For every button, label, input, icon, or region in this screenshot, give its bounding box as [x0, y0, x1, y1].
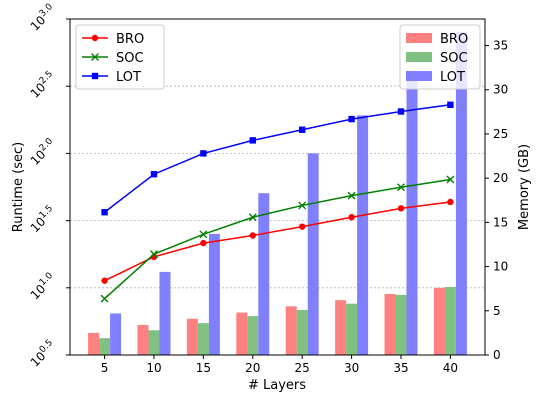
left-y-axis-title: Runtime (sec) [11, 142, 26, 233]
marker-lot [101, 209, 108, 216]
line-bro [104, 201, 451, 282]
left-tick-label: 102.0 [27, 136, 59, 168]
legend-label-bro: BRO [440, 32, 468, 47]
x-tick-label: 15 [196, 361, 211, 375]
x-tick-label: 30 [344, 361, 359, 375]
bar-bro [137, 324, 149, 355]
marker-lot [397, 108, 405, 115]
x-tick-label: 40 [443, 361, 458, 375]
legend-bar-swatch [406, 71, 432, 81]
x-tick-label: 20 [245, 361, 260, 375]
marker-soc [347, 191, 356, 200]
legend-marker [91, 34, 99, 42]
marker-lot [150, 171, 158, 178]
right-tick-label: 25 [493, 127, 508, 141]
bar-bro [335, 300, 347, 355]
marker-soc [397, 183, 406, 192]
legend-label-bro: BRO [116, 32, 144, 47]
bars-layer [88, 32, 467, 356]
bar-bro [285, 306, 297, 355]
left-tick-label: 102.5 [27, 69, 59, 101]
right-y-axis-title: Memory (GB) [517, 144, 532, 230]
legend-marker [91, 72, 99, 80]
bar-lot [208, 233, 220, 355]
legend-lines: BRO SOC LOT [75, 24, 165, 90]
marker-soc [199, 230, 208, 239]
marker-bro [249, 232, 256, 239]
marker-bro [348, 214, 355, 221]
bar-soc [444, 286, 456, 355]
marker-lot [299, 126, 306, 133]
bar-soc [197, 323, 209, 355]
right-tick-label: 35 [493, 39, 508, 53]
right-tick-label: 20 [493, 171, 508, 185]
left-tick-label: 100.5 [27, 338, 59, 370]
line-soc [104, 178, 451, 300]
marker-bro [397, 205, 405, 212]
bar-lot [357, 115, 369, 356]
bar-soc [395, 294, 407, 355]
marker-bro [299, 223, 306, 230]
bar-bro [236, 312, 248, 355]
bar-bro [433, 287, 445, 355]
right-tick-label: 30 [493, 83, 508, 97]
x-tick-label: 35 [393, 361, 408, 375]
x-tick-label: 5 [101, 361, 109, 375]
marker-soc [298, 201, 307, 210]
bar-soc [296, 309, 308, 355]
marker-soc [149, 250, 158, 259]
legend-label-lot: LOT [116, 70, 141, 85]
marker-bro [447, 198, 454, 206]
legend-label-soc: SOC [116, 51, 144, 66]
bar-soc [99, 338, 111, 355]
legend-label-soc: SOC [440, 51, 468, 66]
bar-lot [455, 32, 467, 356]
marker-lot [249, 137, 256, 144]
x-tick-label: 25 [295, 361, 310, 375]
bar-lot [307, 153, 319, 355]
right-tick-label: 15 [493, 215, 508, 229]
marker-soc [446, 175, 455, 184]
bar-lot [110, 313, 122, 355]
bar-soc [247, 316, 259, 355]
right-tick-label: 5 [493, 304, 501, 318]
legend-bars: BRO SOC LOT [399, 24, 481, 90]
bar-bro [384, 293, 396, 355]
lines-layer [100, 101, 455, 303]
plot-frame [69, 18, 486, 356]
marker-lot [447, 101, 454, 108]
bar-bro [186, 318, 198, 355]
bar-lot [258, 193, 270, 355]
legend-marker [91, 53, 99, 61]
marker-lot [200, 150, 207, 157]
marker-bro [200, 239, 207, 247]
bar-lot [159, 271, 171, 355]
bar-soc [148, 330, 160, 355]
bar-lot [406, 72, 418, 355]
left-tick-label: 101.5 [27, 204, 59, 236]
line-lot [104, 104, 451, 213]
left-tick-label: 101.0 [27, 271, 59, 303]
left-tick-label: 103.0 [27, 2, 59, 34]
marker-bro [101, 277, 108, 284]
right-tick-label: 0 [493, 348, 501, 362]
marker-lot [348, 115, 355, 123]
marker-soc [248, 213, 257, 222]
legend-label-lot: LOT [440, 70, 465, 85]
bar-soc [346, 303, 358, 355]
x-axis-title: # Layers [248, 378, 306, 393]
legend-bar-swatch [406, 52, 432, 62]
bar-bro [88, 332, 100, 355]
right-tick-label: 10 [493, 260, 508, 274]
marker-soc [100, 294, 109, 303]
x-tick-label: 10 [146, 361, 161, 375]
legend-bar-swatch [406, 33, 432, 43]
